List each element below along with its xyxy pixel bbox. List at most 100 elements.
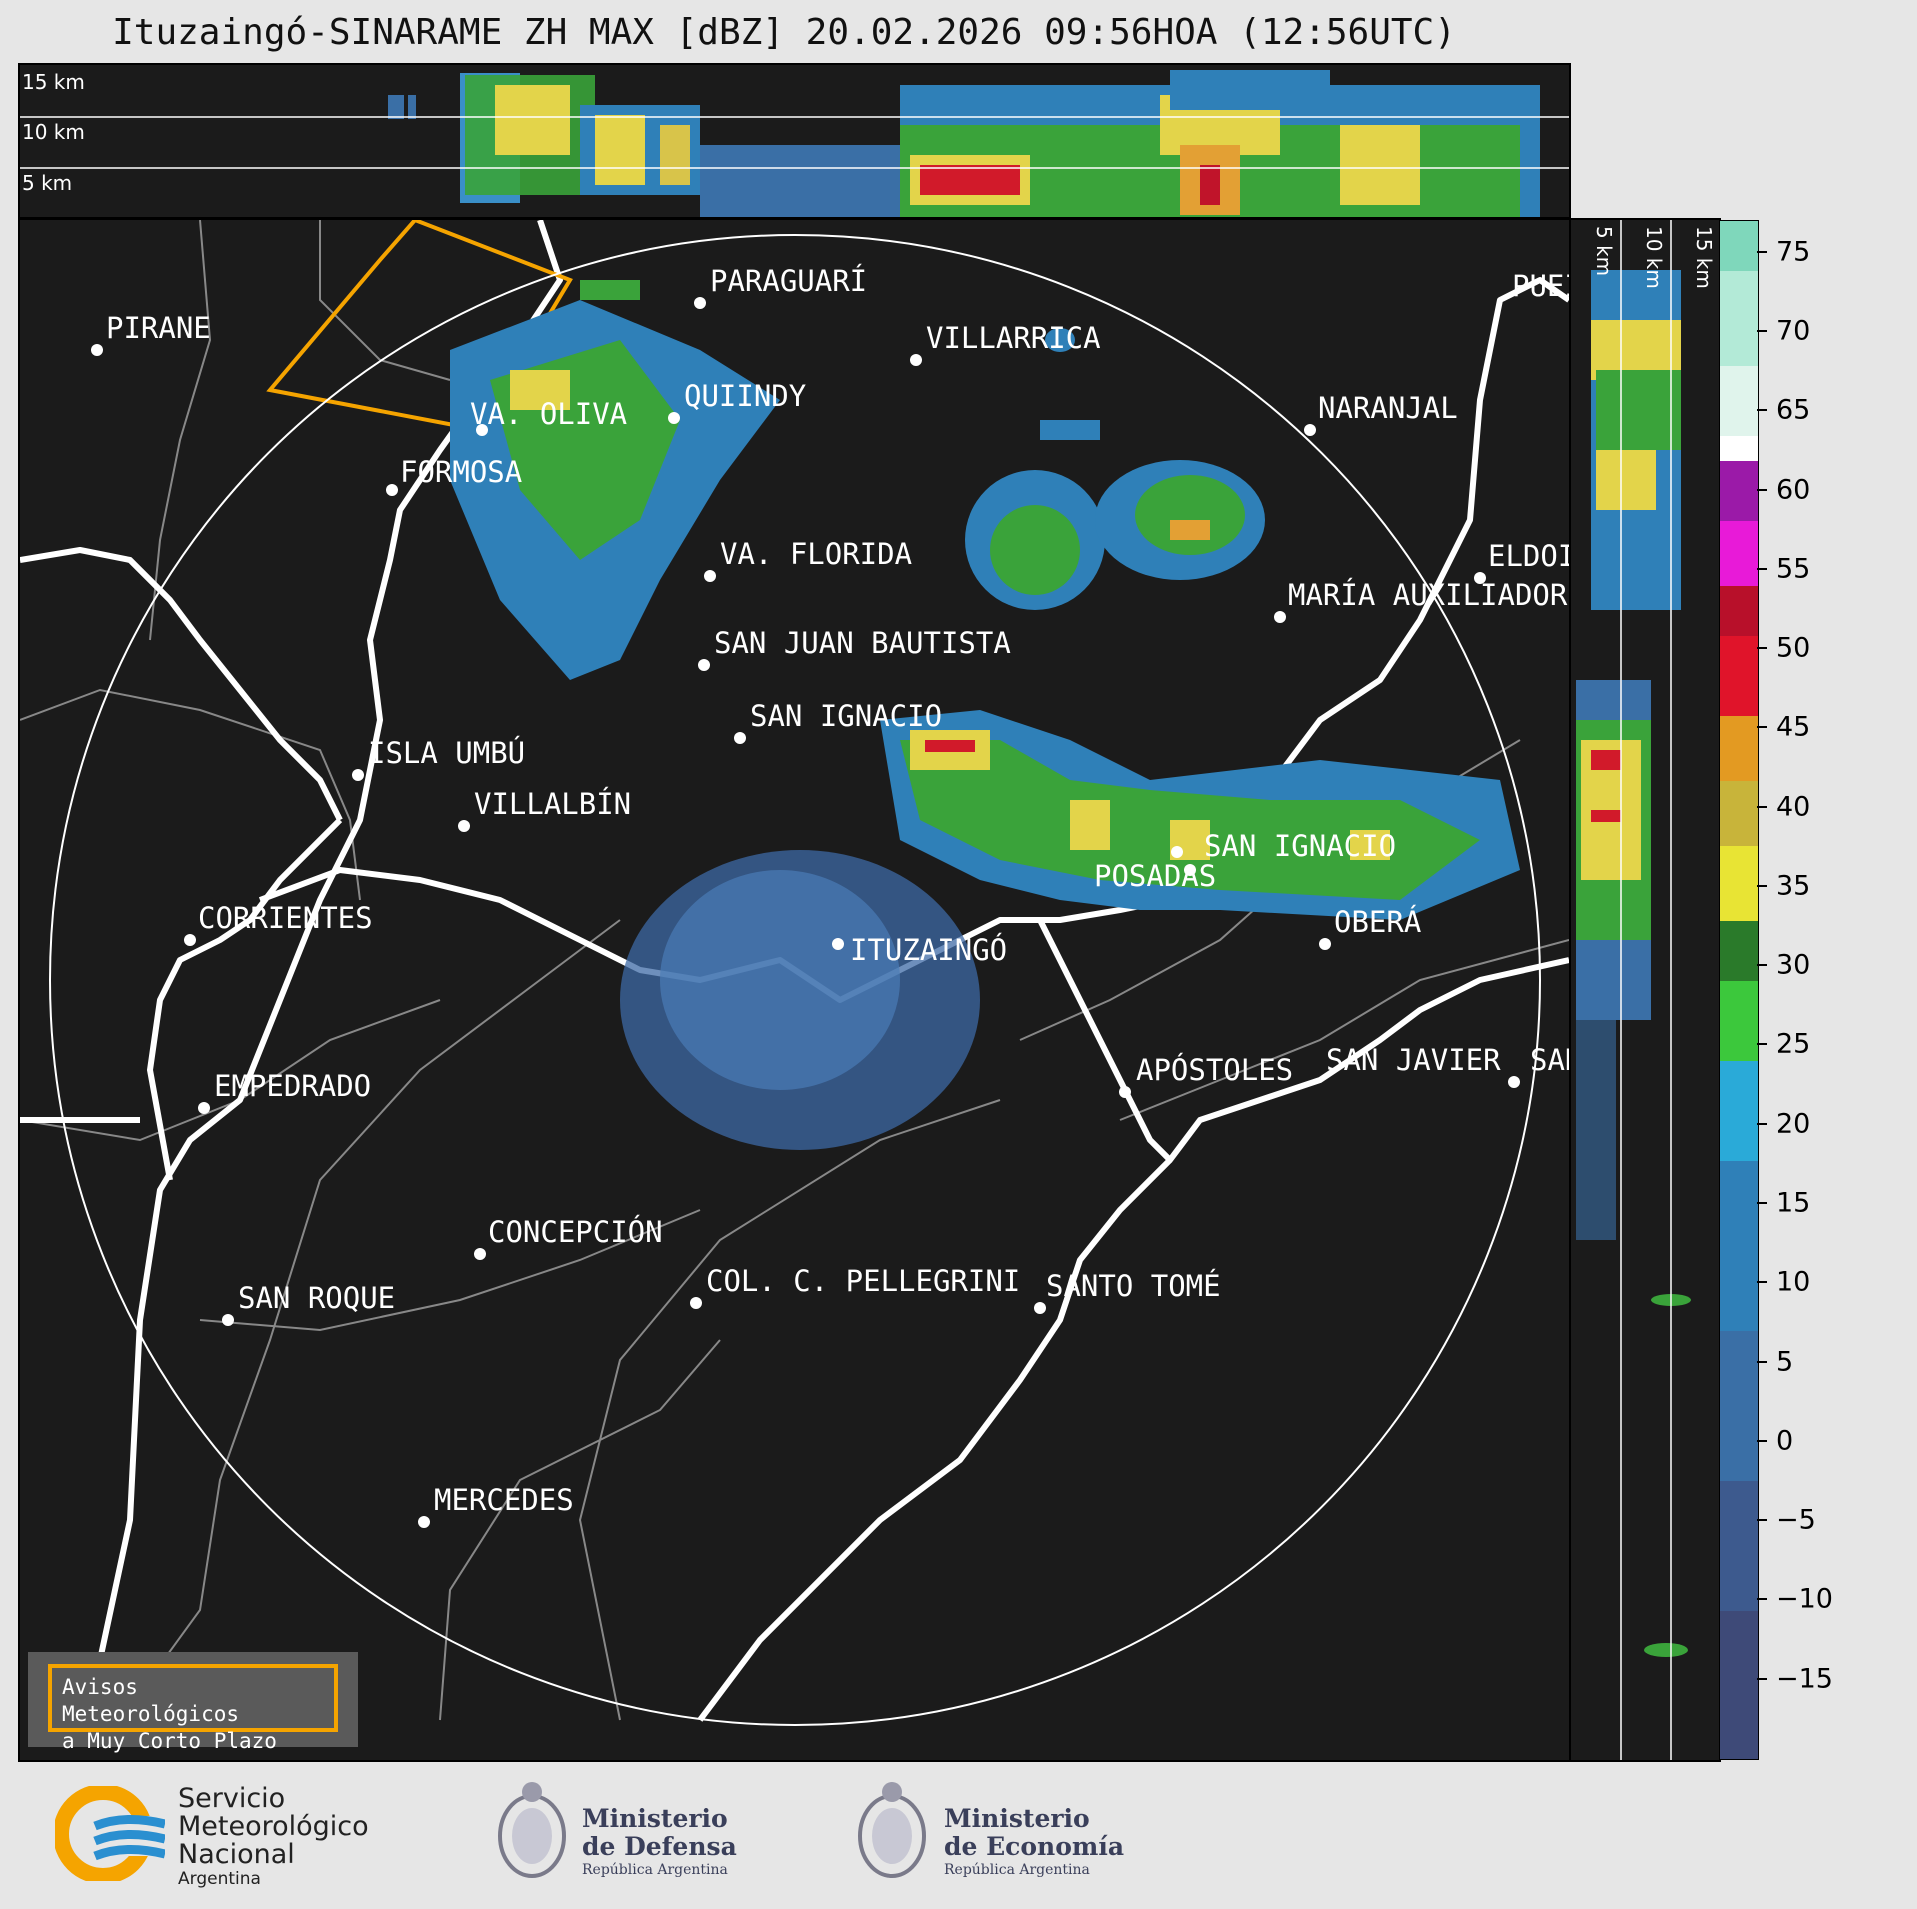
colorbar-tick [1757,1360,1767,1363]
city-label: MARÍA AUXILIADOR [1288,578,1568,612]
city-label: ELDOI [1488,539,1569,573]
colorbar-tick-label: 40 [1776,791,1811,823]
dbz-colorbar [1719,220,1759,1760]
colorbar-tick-label: 75 [1776,236,1811,268]
side-height-label-5: 5 km [1592,226,1616,276]
colorbar-tick [1757,964,1767,967]
defensa-line-3: República Argentina [582,1862,728,1878]
colorbar-tick-label: 30 [1776,949,1811,981]
city-label: ISLA UMBÚ [368,736,525,770]
colorbar-tick-label: 20 [1776,1108,1811,1140]
smn-line-2: Meteorológico [178,1811,369,1842]
colorbar-tick-label: 60 [1776,474,1811,506]
colorbar-tick-label: 50 [1776,632,1811,664]
side-height-label-15: 15 km [1692,226,1716,289]
city-label: VILLALBÍN [474,787,631,821]
colorbar-tick-label: 55 [1776,553,1811,585]
warning-box-border: Avisos Meteorológicos a Muy Corto Plazo [48,1664,338,1753]
radar-map: PIRANE PARAGUARÍ VILLARRICA QUIINDY VA. … [20,220,1569,1726]
city-label: VA. OLIVA [470,397,627,431]
smn-logo [55,1786,165,1881]
city-label: QUIINDY [684,379,806,413]
city-label: POSADAS [1094,859,1216,893]
colorbar-tick [1757,409,1767,412]
smn-line-1: Servicio [178,1783,286,1814]
colorbar-tick [1757,1519,1767,1522]
top-cross-section-panel: 15 km 10 km 5 km [18,63,1571,219]
side-cross-section-panel: 5 km 10 km 15 km [1569,218,1721,1762]
colorbar-tick-label: 70 [1776,315,1811,347]
city-label: MERCEDES [434,1483,574,1517]
colorbar-tick-label: 10 [1776,1266,1811,1298]
economia-logo-text: Ministerio de Economía República Argenti… [944,1805,1124,1879]
colorbar-tick-label: −10 [1776,1583,1833,1615]
economia-seal-icon [854,1774,930,1894]
colorbar-tick [1757,1122,1767,1125]
colorbar-tick [1757,1202,1767,1205]
city-label: FORMOSA [400,455,522,489]
city-label: COL. C. PELLEGRINI [706,1264,1020,1298]
side-echo-shapes [1576,270,1691,1657]
city-label: SAN IGNACIO [1204,829,1396,863]
defensa-line-1: Ministerio [582,1804,728,1833]
colorbar-tick [1757,1043,1767,1046]
radar-range-ring [49,234,1541,1726]
colorbar-tick-label: 65 [1776,394,1811,426]
defensa-line-2: de Defensa [582,1832,737,1861]
colorbar-tick [1757,567,1767,570]
defensa-logo-text: Ministerio de Defensa República Argentin… [582,1805,737,1879]
warning-box[interactable]: Avisos Meteorológicos a Muy Corto Plazo [28,1652,358,1753]
city-label: VILLARRICA [926,321,1101,355]
top-echo-shapes [388,70,1540,217]
city-label: SANTO TOMÉ [1046,1269,1221,1303]
top-height-label-15: 15 km [22,70,85,94]
colorbar-tick [1757,805,1767,808]
city-label: SAN JUAN BAUTISTA [714,626,1011,660]
top-cross-section-plot: 15 km 10 km 5 km [20,70,1569,217]
city-label: PUEI [1512,269,1569,303]
smn-line-3: Nacional [178,1839,295,1870]
colorbar-tick [1757,329,1767,332]
city-label: SAN JAVIER [1326,1043,1501,1077]
city-label: SAN IGNACIO [750,699,942,733]
colorbar-tick [1757,726,1767,729]
economia-line-1: Ministerio [944,1804,1090,1833]
colorbar-tick-label: 0 [1776,1425,1794,1457]
city-label: PARAGUARÍ [710,264,867,298]
city-label: SAN ROQUE [238,1281,395,1315]
city-label: APÓSTOLES [1136,1053,1293,1087]
smn-line-4: Argentina [178,1869,261,1889]
colorbar-tick-label: 35 [1776,870,1811,902]
colorbar-tick-label: −15 [1776,1663,1833,1695]
top-height-label-5: 5 km [22,171,72,195]
ground-clutter [620,850,980,1150]
colorbar-tick [1757,1281,1767,1284]
city-markers [91,297,1520,1528]
warning-line-2: a Muy Corto Plazo [62,1729,277,1753]
side-height-label-10: 10 km [1642,226,1666,289]
city-label: ITUZAINGÓ [850,933,1007,967]
colorbar-tick [1757,488,1767,491]
side-cross-section-plot: 5 km 10 km 15 km [1576,220,1716,1760]
rivers [20,220,1569,1723]
colorbar-tick [1757,1677,1767,1680]
city-label: CORRIENTES [198,901,373,935]
city-label: NARANJAL [1318,391,1458,425]
colorbar-tick [1757,1439,1767,1442]
city-label: VA. FLORIDA [720,537,912,571]
economia-line-2: de Economía [944,1832,1125,1861]
city-label: OBERÁ [1334,905,1421,939]
smn-logo-text: Servicio Meteorológico Nacional Argentin… [178,1783,369,1890]
colorbar-tick-label: −5 [1776,1504,1816,1536]
warning-line-1: Avisos Meteorológicos [62,1675,240,1726]
colorbar-tick [1757,1598,1767,1601]
colorbar-tick-label: 15 [1776,1187,1811,1219]
colorbar-tick [1757,647,1767,650]
city-label: PIRANE [106,311,211,345]
radar-map-panel[interactable]: PIRANE PARAGUARÍ VILLARRICA QUIINDY VA. … [18,218,1571,1762]
colorbar-tick-label: 25 [1776,1028,1811,1060]
radar-echoes [450,280,1520,920]
colorbar-tick [1757,250,1767,253]
colorbar-tick [1757,884,1767,887]
warning-polygon[interactable] [266,220,573,433]
